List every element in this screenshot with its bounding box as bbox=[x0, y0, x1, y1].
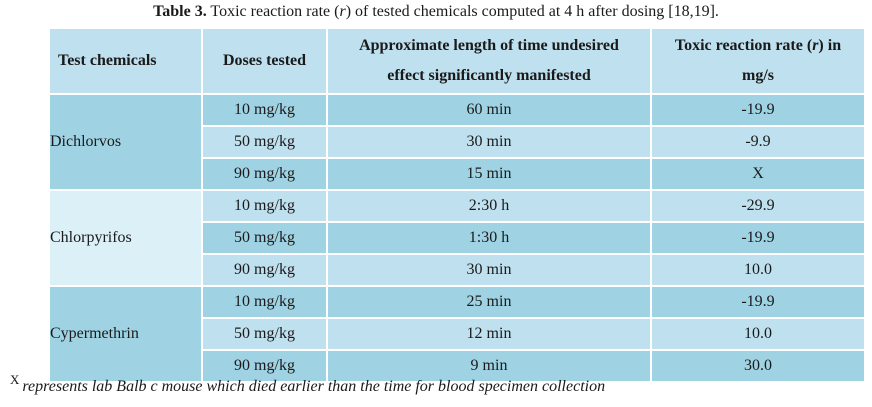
dose-cell: 50 mg/kg bbox=[201, 317, 328, 351]
table-caption: Table 3. Toxic reaction rate (r) of test… bbox=[0, 2, 872, 22]
dose-cell: 50 mg/kg bbox=[201, 125, 328, 159]
table-row: 90 mg/kg 15 min X bbox=[49, 157, 866, 191]
time-cell: 9 min bbox=[326, 349, 652, 383]
dose-cell: 90 mg/kg bbox=[201, 349, 328, 383]
header-test-chemicals: Test chemicals bbox=[48, 27, 203, 95]
rate-cell: -19.9 bbox=[650, 285, 866, 319]
caption-text-b: ) of tested chemicals computed at 4 h af… bbox=[345, 3, 719, 20]
table-row: Chlorpyrifos 10 mg/kg 2:30 h -29.9 bbox=[48, 189, 866, 287]
rate-cell: 10.0 bbox=[650, 317, 866, 351]
toxic-reaction-table: Test chemicals Doses tested Approximate … bbox=[48, 27, 866, 383]
header-rate-unit: mg/s bbox=[742, 67, 774, 84]
dose-cell: 90 mg/kg bbox=[201, 253, 328, 287]
time-cell: 60 min bbox=[326, 93, 652, 127]
time-cell: 30 min bbox=[326, 253, 652, 287]
rate-cell: -19.9 bbox=[650, 93, 866, 127]
chemical-cell: Cypermethrin bbox=[48, 285, 203, 383]
rate-cell: X bbox=[650, 157, 866, 191]
rate-cell: 30.0 bbox=[650, 349, 866, 383]
rate-cell: -29.9 bbox=[650, 189, 866, 223]
caption-text-a: Toxic reaction rate ( bbox=[206, 3, 340, 20]
header-rate-text-a: Toxic reaction rate ( bbox=[674, 37, 813, 54]
header-time-line1: Approximate length of time undesired bbox=[359, 37, 619, 54]
table-row: 50 mg/kg 12 min 10.0 bbox=[49, 317, 866, 351]
footnote-text: represents lab Balb c mouse which died e… bbox=[22, 378, 606, 395]
table-row: Cypermethrin 10 mg/kg 25 min -19.9 bbox=[48, 285, 866, 383]
table-row: 50 mg/kg 1:30 h -19.9 bbox=[49, 221, 866, 255]
time-cell: 12 min bbox=[326, 317, 652, 351]
dose-cell: 10 mg/kg bbox=[201, 189, 328, 223]
table-row: 90 mg/kg 30 min 10.0 bbox=[49, 253, 866, 287]
header-row: Test chemicals Doses tested Approximate … bbox=[48, 27, 866, 95]
time-cell: 30 min bbox=[326, 125, 652, 159]
time-cell: 15 min bbox=[326, 157, 652, 191]
time-cell: 1:30 h bbox=[326, 221, 652, 255]
dose-cell: 10 mg/kg bbox=[201, 285, 328, 319]
header-time-manifested: Approximate length of time undesired effe… bbox=[326, 27, 652, 95]
header-time-line2: effect significantly manifested bbox=[387, 67, 591, 84]
table-row: Dichlorvos 10 mg/kg 60 min -19.9 bbox=[48, 93, 866, 191]
rate-cell: 10.0 bbox=[650, 253, 866, 287]
header-rate-variable: r bbox=[812, 37, 819, 54]
rate-cell: -19.9 bbox=[650, 221, 866, 255]
table-row: 50 mg/kg 30 min -9.9 bbox=[49, 125, 866, 159]
chemical-cell: Chlorpyrifos bbox=[48, 189, 203, 287]
time-cell: 25 min bbox=[326, 285, 652, 319]
rate-cell: -9.9 bbox=[650, 125, 866, 159]
dose-cell: 10 mg/kg bbox=[201, 93, 328, 127]
header-reaction-rate: Toxic reaction rate (r) in mg/s bbox=[650, 27, 866, 95]
header-doses-tested: Doses tested bbox=[201, 27, 328, 95]
dose-cell: 50 mg/kg bbox=[201, 221, 328, 255]
table-row: 90 mg/kg 9 min 30.0 bbox=[49, 349, 866, 383]
caption-label: Table 3. bbox=[153, 3, 207, 20]
caption-variable: r bbox=[339, 3, 346, 20]
time-cell: 2:30 h bbox=[326, 189, 652, 223]
dose-cell: 90 mg/kg bbox=[201, 157, 328, 191]
chemical-cell: Dichlorvos bbox=[48, 93, 203, 191]
footnote-mark: X bbox=[10, 372, 20, 387]
header-rate-text-b: ) in bbox=[818, 37, 842, 54]
